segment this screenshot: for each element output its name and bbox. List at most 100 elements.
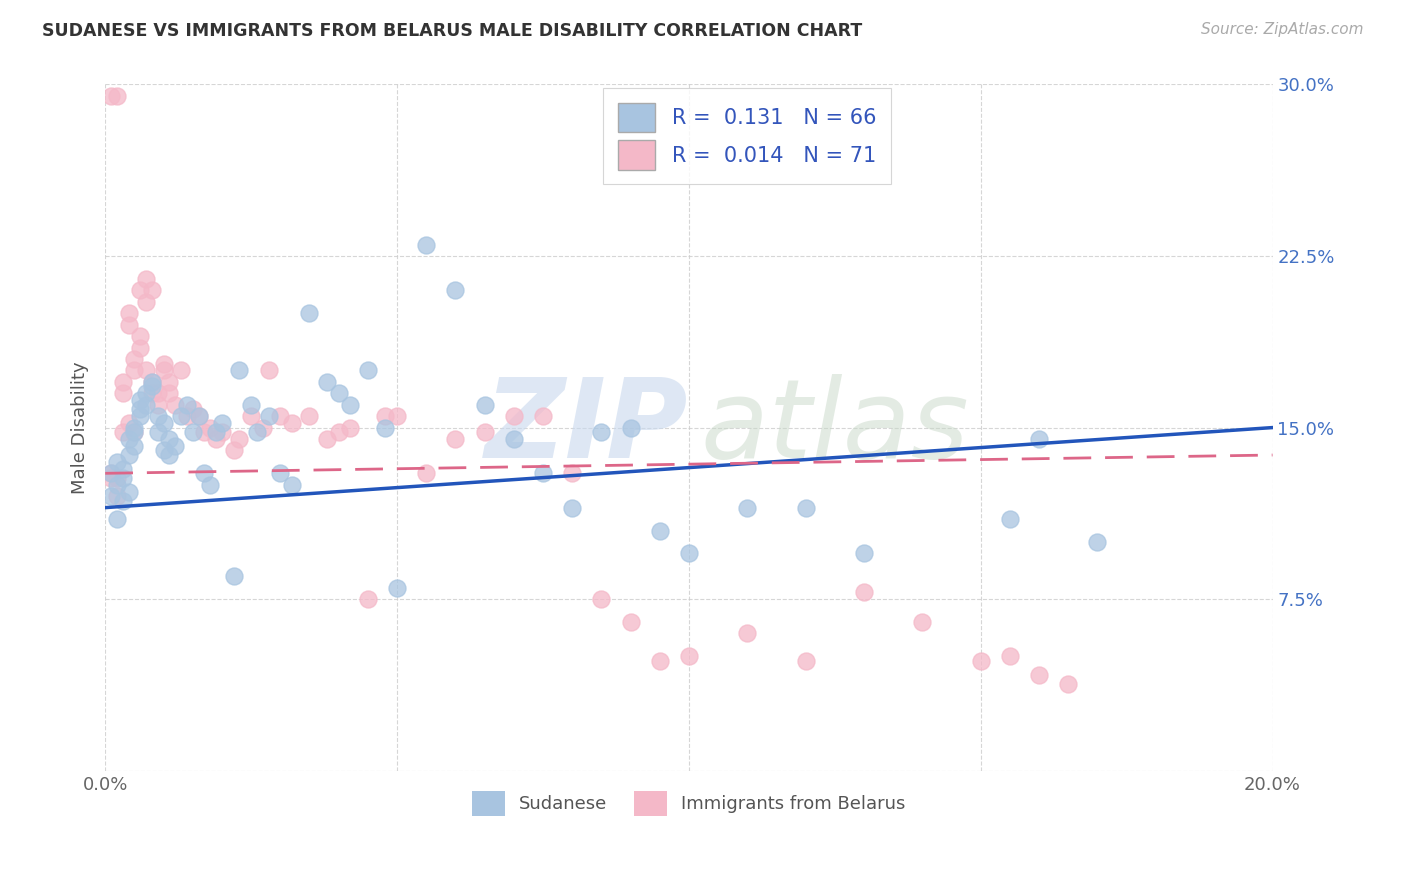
Point	[129, 393, 152, 408]
Point	[141, 375, 163, 389]
Point	[200, 420, 222, 434]
Text: atlas: atlas	[700, 374, 969, 481]
Text: Source: ZipAtlas.com: Source: ZipAtlas.com	[1201, 22, 1364, 37]
Point	[146, 425, 169, 439]
Point	[444, 283, 467, 297]
Point	[339, 398, 361, 412]
Point	[141, 375, 163, 389]
Point	[124, 425, 146, 439]
Point	[105, 88, 128, 103]
Point	[165, 439, 187, 453]
Point	[100, 467, 122, 481]
Point	[735, 626, 758, 640]
Point	[135, 386, 157, 401]
Point	[561, 467, 583, 481]
Point	[246, 425, 269, 439]
Point	[444, 432, 467, 446]
Point	[117, 318, 139, 332]
Point	[357, 592, 380, 607]
Point	[129, 283, 152, 297]
Point	[211, 425, 233, 439]
Point	[105, 471, 128, 485]
Point	[141, 386, 163, 401]
Point	[129, 341, 152, 355]
Point	[339, 420, 361, 434]
Point	[111, 375, 134, 389]
Point	[269, 409, 291, 424]
Point	[328, 425, 350, 439]
Point	[200, 477, 222, 491]
Point	[193, 425, 215, 439]
Point	[124, 351, 146, 366]
Point	[157, 432, 180, 446]
Point	[1087, 535, 1109, 549]
Point	[374, 409, 396, 424]
Point	[181, 425, 204, 439]
Point	[157, 386, 180, 401]
Point	[193, 467, 215, 481]
Point	[176, 409, 198, 424]
Point	[474, 425, 496, 439]
Point	[222, 569, 245, 583]
Point	[316, 375, 339, 389]
Point	[211, 416, 233, 430]
Point	[165, 398, 187, 412]
Point	[124, 425, 146, 439]
Point	[117, 484, 139, 499]
Point	[228, 363, 250, 377]
Point	[735, 500, 758, 515]
Point	[415, 237, 437, 252]
Point	[648, 524, 671, 538]
Point	[619, 420, 641, 434]
Point	[111, 386, 134, 401]
Point	[100, 489, 122, 503]
Point	[531, 467, 554, 481]
Point	[170, 363, 193, 377]
Point	[298, 306, 321, 320]
Point	[157, 375, 180, 389]
Point	[135, 272, 157, 286]
Point	[1057, 677, 1080, 691]
Point	[502, 432, 524, 446]
Point	[105, 455, 128, 469]
Point	[152, 357, 174, 371]
Point	[257, 363, 280, 377]
Point	[298, 409, 321, 424]
Point	[141, 379, 163, 393]
Point	[648, 654, 671, 668]
Legend: Sudanese, Immigrants from Belarus: Sudanese, Immigrants from Belarus	[465, 783, 912, 823]
Point	[100, 88, 122, 103]
Point	[152, 443, 174, 458]
Point	[124, 439, 146, 453]
Point	[117, 416, 139, 430]
Point	[141, 283, 163, 297]
Point	[240, 398, 263, 412]
Point	[181, 402, 204, 417]
Text: SUDANESE VS IMMIGRANTS FROM BELARUS MALE DISABILITY CORRELATION CHART: SUDANESE VS IMMIGRANTS FROM BELARUS MALE…	[42, 22, 862, 40]
Point	[678, 546, 700, 560]
Point	[474, 398, 496, 412]
Point	[794, 654, 817, 668]
Point	[328, 386, 350, 401]
Point	[911, 615, 934, 629]
Point	[117, 306, 139, 320]
Point	[228, 432, 250, 446]
Point	[111, 461, 134, 475]
Point	[105, 512, 128, 526]
Point	[205, 425, 228, 439]
Point	[678, 649, 700, 664]
Point	[502, 409, 524, 424]
Text: ZIP: ZIP	[485, 374, 689, 481]
Point	[129, 402, 152, 417]
Point	[100, 467, 122, 481]
Point	[1028, 667, 1050, 681]
Point	[281, 416, 304, 430]
Point	[998, 512, 1021, 526]
Point	[970, 654, 993, 668]
Point	[117, 432, 139, 446]
Point	[415, 467, 437, 481]
Point	[135, 398, 157, 412]
Point	[124, 420, 146, 434]
Point	[374, 420, 396, 434]
Point	[591, 592, 613, 607]
